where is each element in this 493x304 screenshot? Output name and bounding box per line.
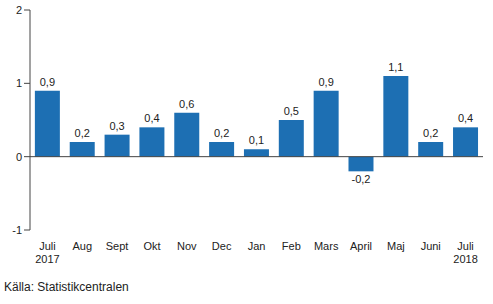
html-text:Källa: Statistikcentralen: Källa: Statistikcentralen [4,280,129,294]
svg-text:Feb: Feb [282,240,301,252]
svg-text:0,1: 0,1 [249,134,264,146]
svg-text:Jan: Jan [248,240,266,252]
svg-text:1: 1 [16,77,22,89]
svg-text:0,9: 0,9 [40,76,55,88]
svg-text:Juni: Juni [421,240,441,252]
svg-text:Aug: Aug [72,240,92,252]
svg-text:Maj: Maj [387,240,405,252]
svg-text:Okt: Okt [143,240,160,252]
svg-text:Juli2017: Juli2017 [35,240,59,265]
svg-text:0,4: 0,4 [458,112,473,124]
svg-text:-1: -1 [12,224,22,236]
svg-text:Mars: Mars [314,240,339,252]
svg-text:Dec: Dec [212,240,232,252]
svg-text:Nov: Nov [177,240,197,252]
svg-text:0,4: 0,4 [144,112,159,124]
svg-text:-0,2: -0,2 [352,173,371,185]
svg-text:0,6: 0,6 [179,98,194,110]
svg-text:0: 0 [16,151,22,163]
svg-text:0,2: 0,2 [214,127,229,139]
svg-text:0,5: 0,5 [284,105,299,117]
svg-text:0,2: 0,2 [75,127,90,139]
svg-text:0,2: 0,2 [423,127,438,139]
svg-text:1,1: 1,1 [388,61,403,73]
svg-text:Sept: Sept [106,240,129,252]
svg-text:2: 2 [16,4,22,16]
svg-text:0,9: 0,9 [318,76,333,88]
svg-text:0,3: 0,3 [109,120,124,132]
svg-text:April: April [350,240,372,252]
svg-text:Juli2018: Juli2018 [453,240,477,265]
